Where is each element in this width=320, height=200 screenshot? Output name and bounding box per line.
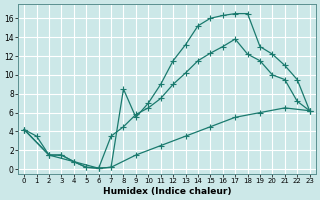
X-axis label: Humidex (Indice chaleur): Humidex (Indice chaleur): [103, 187, 231, 196]
